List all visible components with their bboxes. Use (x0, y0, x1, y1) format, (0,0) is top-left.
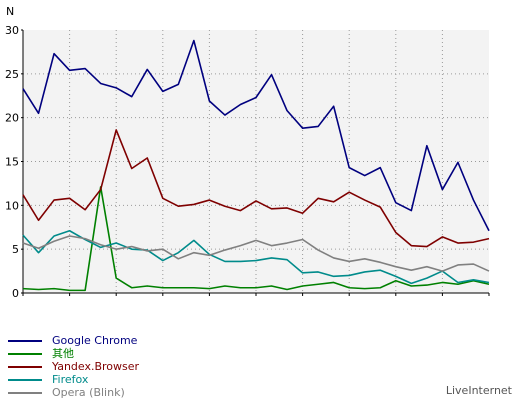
legend-item: Firefox (8, 373, 139, 386)
legend-swatch (8, 378, 42, 381)
legend-swatch (8, 352, 42, 355)
legend-item: Opera (Blink) (8, 386, 139, 399)
y-tick-label: 15 (5, 156, 19, 169)
chart-svg: 051015202530N22年11月23年2月23年5月23年8月23年11月… (5, 5, 490, 300)
legend-label: Firefox (52, 373, 89, 386)
chart: 051015202530N22年11月23年2月23年5月23年8月23年11月… (5, 5, 490, 300)
brand-label: LiveInternet (445, 384, 512, 397)
legend-swatch (8, 365, 42, 368)
legend-label: Google Chrome (52, 334, 138, 347)
legend-swatch (8, 391, 42, 394)
legend-swatch (8, 339, 42, 342)
legend-label: Yandex.Browser (52, 360, 140, 373)
series-line-3 (22, 229, 490, 285)
y-axis-label: N (6, 5, 14, 18)
y-tick-label: 30 (5, 24, 19, 37)
legend-item: Google Chrome (8, 334, 139, 347)
legend: Google Chrome 其他 Yandex.Browser Firefox Oper… (8, 334, 139, 399)
legend-label: Opera (Blink) (52, 386, 125, 399)
y-tick-label: 10 (5, 199, 19, 212)
legend-item: 其他 (8, 347, 139, 360)
series-line-0 (22, 39, 490, 232)
y-tick-label: 25 (5, 68, 19, 81)
y-tick-label: 0 (12, 287, 19, 300)
series-line-4 (22, 235, 490, 272)
legend-label: 其他 (52, 347, 74, 360)
legend-item: Yandex.Browser (8, 360, 139, 373)
y-tick-label: 5 (12, 243, 19, 256)
series-line-2 (22, 129, 490, 248)
y-tick-label: 20 (5, 112, 19, 125)
